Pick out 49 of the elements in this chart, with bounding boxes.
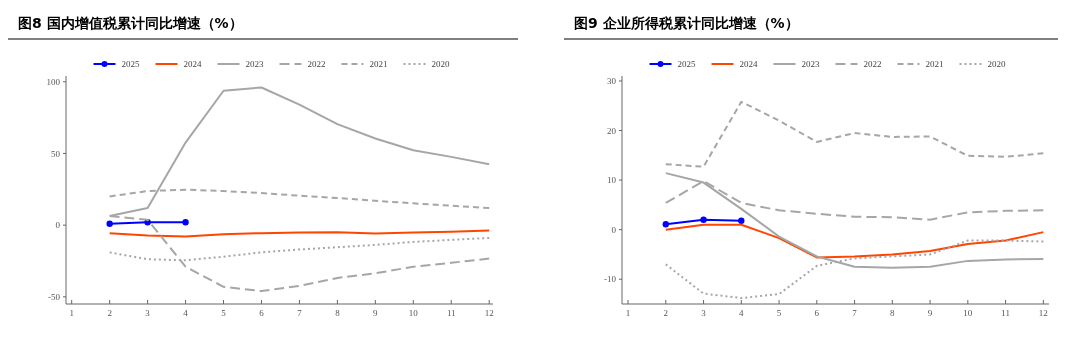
x-tick-label: 5 (221, 308, 227, 318)
x-tick-label: 3 (701, 308, 707, 318)
legend-label: 2024 (739, 59, 758, 70)
x-tick-label: 11 (446, 308, 456, 318)
y-tick-label: -10 (604, 274, 617, 285)
x-tick-label: 12 (1038, 308, 1048, 318)
legend-label: 2023 (801, 59, 820, 70)
x-tick-label: 4 (183, 308, 189, 318)
y-tick-label: 10 (607, 175, 617, 186)
legend-label: 2020 (987, 59, 1006, 70)
legend-label: 2021 (925, 59, 944, 70)
y-tick-label: 0 (611, 224, 617, 235)
legend-label: 2024 (183, 59, 202, 70)
y-tick-label: 0 (55, 220, 61, 231)
x-tick-label: 10 (963, 308, 973, 318)
legend-label: 2022 (307, 59, 326, 70)
y-tick-label: 50 (51, 148, 61, 159)
x-tick-label: 7 (297, 308, 303, 318)
x-tick-label: 10 (408, 308, 419, 318)
x-tick-label: 4 (739, 308, 745, 318)
legend-label: 2022 (863, 59, 882, 70)
x-tick-label: 2 (663, 308, 669, 318)
x-tick-label: 1 (69, 308, 74, 318)
y-tick-label: 30 (607, 76, 617, 87)
x-tick-label: 2 (107, 308, 112, 318)
x-tick-label: 11 (1001, 308, 1010, 318)
x-tick-label: 8 (335, 308, 341, 318)
x-tick-label: 5 (776, 308, 782, 318)
y-tick-label: 20 (607, 125, 617, 136)
legend-label: 2021 (369, 59, 388, 70)
line-series (108, 229, 491, 238)
x-tick-label: 9 (373, 308, 379, 318)
x-tick-label: 3 (145, 308, 151, 318)
x-tick-label: 9 (927, 308, 933, 318)
y-tick-label: 100 (46, 76, 61, 87)
chart-title: 图9 企业所得税累计同比增速（%） (574, 15, 799, 31)
x-tick-label: 8 (890, 308, 896, 318)
x-tick-label: 1 (625, 308, 631, 318)
chart-title: 图8 国内增值税累计同比增速（%） (18, 15, 243, 31)
legend-label: 2025 (121, 59, 140, 70)
legend-label: 2023 (245, 59, 264, 70)
y-tick-label: -50 (48, 291, 61, 302)
x-tick-label: 6 (814, 308, 820, 318)
legend-label: 2020 (431, 59, 450, 70)
legend-label: 2025 (677, 59, 696, 70)
x-tick-label: 7 (852, 308, 858, 318)
line-series (664, 100, 1045, 168)
x-tick-label: 12 (484, 308, 494, 318)
x-tick-label: 6 (259, 308, 265, 318)
